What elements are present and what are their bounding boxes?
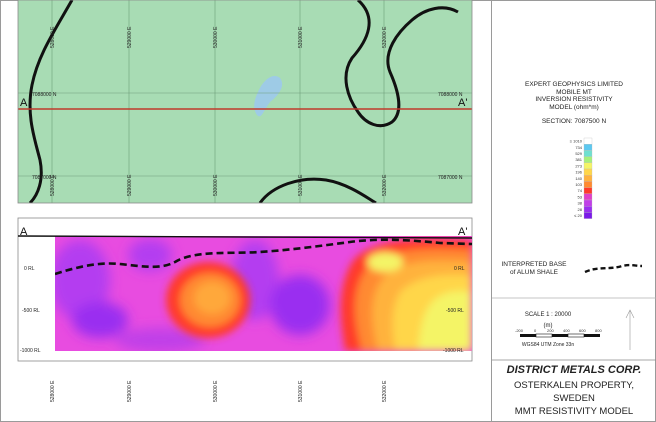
colorbar-swatch [583,212,593,219]
company-line: MOBILE MT [556,88,592,96]
contour-south [258,177,377,203]
plan-northing-label: 7087000 N [32,175,57,181]
plan-section-start: A [20,97,28,109]
plan-easting-label: 531000 E [298,26,304,48]
colorbar-label: 38 [578,201,583,206]
section-easting-label: 528000 E [50,380,56,402]
scale-tick: 0 [534,328,537,333]
legend-dashed-line [584,263,643,274]
section-easting-label: 532000 E [382,380,388,402]
scale-tick: 200 [547,328,554,333]
section-label: SECTION: 7087500 N [541,118,607,125]
depth-label: -1000 RL [443,348,464,354]
legend-text: INTERPRETED BASE of ALUM SHALE [492,261,576,276]
colorbar-label: 273 [575,163,582,168]
plan-easting-label: 528000 E [50,174,56,196]
plan-easting-label: 532000 E [382,26,388,48]
plan-easting-label: 532000 E [382,174,388,196]
plan-northing-label: 7088000 N [32,92,57,98]
footer-property: OSTERKALEN PROPERTY, [513,380,635,391]
colorbar-swatch [583,144,593,151]
legend-line: of ALUM SHALE [509,268,559,276]
plan-map-background [18,0,472,203]
legend-line: INTERPRETED BASE [501,261,567,268]
colorbar-swatch [583,199,593,207]
north-arrow-icon [625,309,635,350]
colorbar-swatch [583,187,593,194]
depth-label: -500 RL [446,308,464,314]
colorbar-swatch [583,206,593,213]
plan-easting-label: 530000 E [213,174,219,196]
colorbar-label: 734 [575,145,582,150]
footer-country: SWEDEN [553,393,595,404]
plan-easting-label: 530000 E [213,26,219,48]
company-line: INVERSION RESISTIVITY [535,96,613,103]
scale-bar: -200 0 200 400 600 800 [515,328,602,338]
title-block: EXPERT GEOPHYSICS LIMITED MOBILE MT INVE… [492,81,656,111]
footer-model: MMT RESISTIVITY MODEL [514,406,634,417]
section-start-label: A [20,226,28,238]
colorbar-swatch [583,175,593,182]
footer-company: DISTRICT METALS CORP. [506,364,642,376]
plan-easting-label: 529000 E [127,174,133,196]
colorbar-label: 529 [575,151,582,156]
plan-easting-label: 528000 E [50,26,56,48]
colorbar-swatch [583,137,593,145]
plan-map: 528000 E 529000 E 530000 E 531000 E 5320… [17,0,473,204]
section-easting-label: 530000 E [213,380,219,402]
colorbar-swatch [583,150,593,157]
colorbar-swatch [583,162,593,170]
colorbar-label: 140 [575,176,582,181]
scale-tick: 600 [579,328,586,333]
colorbar-label: 28 [578,207,583,212]
low-resistivity-anomaly [254,75,283,117]
depth-label: 0 RL [24,266,35,272]
colorbar-label: ≥ 1010 [570,139,583,144]
plan-northing-label: 7088000 N [438,92,463,98]
colorbar-label: 381 [575,157,582,162]
scale-label: SCALE 1 : 20000 [524,312,572,318]
section-easting-label: 531000 E [298,380,304,402]
section-easting-label: 529000 E [127,380,133,402]
company-line: MODEL (ohm*m) [549,103,599,111]
depth-label: -500 RL [22,308,40,314]
colorbar-swatch [583,156,593,163]
colorbar-label: 103 [575,182,582,187]
depth-label: -1000 RL [20,348,41,354]
section-end-label: A' [458,226,467,238]
scale-tick: 400 [563,328,570,333]
scale-unit: (m) [543,323,553,329]
depth-label: 0 RL [454,266,465,272]
colorbar-label: 196 [575,170,582,175]
resistivity-section: A A' 0 RL -500 RL -1000 RL 0 RL -500 RL … [17,217,473,402]
company-line: EXPERT GEOPHYSICS LIMITED [524,81,623,88]
colorbar-label: 74 [578,188,583,193]
colorbar-swatch [583,193,593,201]
plan-easting-label: 529000 E [127,26,133,48]
colorbar-label: ≤ 20 [574,213,583,218]
projection-label: WGS84 UTM Zone 33n [521,342,575,348]
colorbar-swatch [583,168,593,176]
contour-east [344,0,459,128]
plan-northing-label: 7087000 N [438,175,463,181]
scale-tick: -200 [515,328,524,333]
plan-easting-label: 531000 E [298,174,304,196]
topography-line [17,235,473,239]
plan-section-end: A' [458,97,467,109]
colorbar-swatch [583,181,593,188]
colorbar-label: 53 [578,194,583,199]
contour-west [28,0,74,203]
alum-shale-base-line [55,238,472,276]
scale-tick: 800 [595,328,602,333]
